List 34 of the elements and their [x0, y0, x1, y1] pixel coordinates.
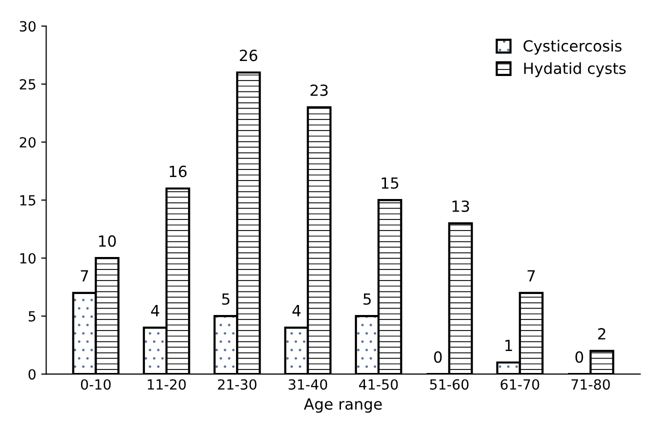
legend-label: Hydatid cysts [524, 62, 626, 78]
x-tick-label: 31-40 [288, 379, 328, 390]
x-tick-label: 51-60 [430, 379, 468, 390]
data-label: 0 [434, 351, 442, 363]
data-label: 13 [452, 200, 470, 212]
data-label: 16 [170, 166, 187, 178]
data-label: 7 [528, 270, 535, 282]
x-tick-label: 61-70 [500, 379, 540, 390]
y-tick-label: 20 [20, 137, 36, 148]
data-label: 7 [80, 270, 88, 282]
data-label: 2 [598, 328, 606, 340]
x-tick-label: 21-30 [218, 379, 256, 390]
data-label: 26 [240, 50, 258, 62]
y-tick-label: 25 [20, 79, 36, 90]
data-label: 1 [505, 340, 512, 351]
x-axis-title: Age range [304, 398, 382, 413]
data-label: 5 [222, 293, 230, 305]
x-tick-label: 11-20 [148, 379, 186, 390]
x-tick-label: 41-50 [359, 379, 398, 390]
data-label: 23 [310, 84, 328, 96]
y-tick-label: 10 [20, 253, 36, 264]
data-label: 4 [151, 305, 160, 316]
data-label: 10 [99, 235, 116, 247]
legend-label: Cysticercosis [524, 40, 622, 55]
y-tick-label: 30 [20, 21, 36, 32]
data-label: 0 [575, 351, 584, 363]
data-label: 4 [292, 305, 301, 316]
x-tick-label: 71-80 [572, 379, 610, 390]
data-label: 15 [382, 177, 398, 189]
y-tick-label: 0 [28, 369, 36, 380]
x-tick-label: 0-10 [80, 379, 111, 390]
data-label: 5 [364, 293, 371, 305]
y-tick-label: 15 [20, 195, 36, 206]
y-tick-label: 5 [28, 311, 36, 322]
